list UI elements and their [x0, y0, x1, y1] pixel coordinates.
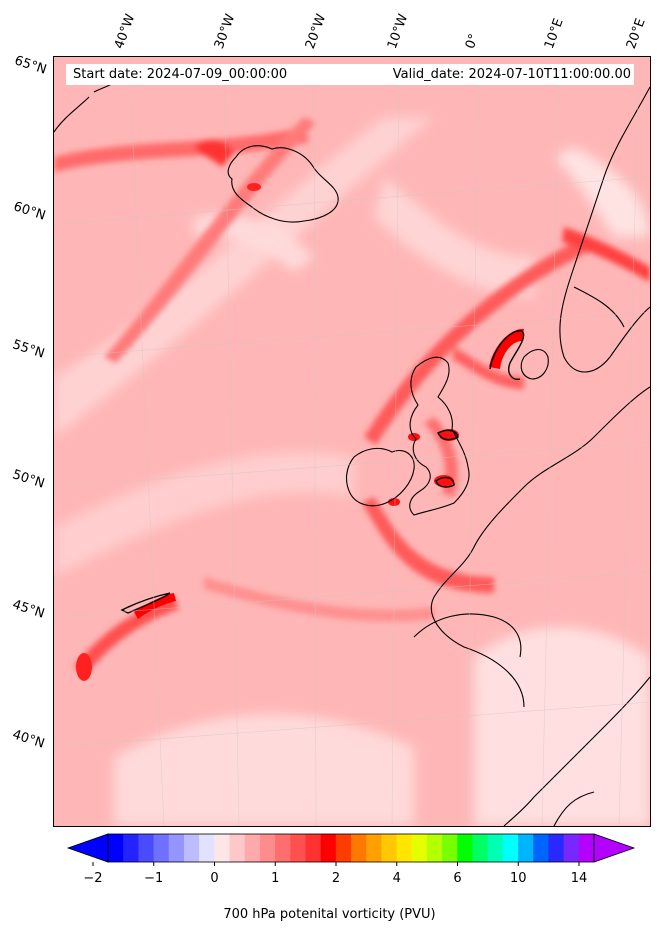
date-header-box	[66, 64, 634, 85]
colorbar-cell	[259, 834, 276, 862]
colorbar-cells	[66, 833, 636, 866]
map-area	[53, 56, 651, 827]
colorbar-tick-label: 2	[331, 871, 341, 886]
colorbar-cell	[290, 834, 306, 862]
colorbar-cell	[518, 834, 534, 862]
colorbar-cell	[199, 834, 215, 862]
colorbar-cell	[168, 834, 185, 862]
colorbar-tick-label: 10	[509, 871, 527, 886]
lat-label-65n: 65°N	[12, 53, 49, 78]
coastlines	[54, 76, 650, 826]
coast-scandinavia	[559, 86, 650, 373]
pv-contours	[120, 330, 525, 614]
lon-label-20e: 20°E	[623, 16, 649, 51]
colorbar-tick-label: 4	[392, 871, 401, 886]
coast-denmark	[520, 348, 549, 380]
colorbar-cell	[578, 834, 595, 862]
lon-label-10w: 10°W	[384, 12, 412, 51]
lat-label-55n: 55°N	[10, 337, 47, 362]
colorbar-cell	[457, 834, 473, 862]
colorbar-cell	[123, 834, 139, 862]
start-date-label: Start date: 2024-07-09_00:00:00	[73, 67, 288, 82]
colorbar-cell	[229, 834, 246, 862]
colorbar-cell	[305, 834, 322, 862]
graticule	[54, 57, 650, 826]
colorbar-cell	[426, 834, 443, 862]
pv-field-map	[54, 57, 650, 826]
lat-label-45n: 45°N	[10, 597, 47, 622]
coast-great-britain	[409, 356, 470, 516]
coast-iberia-north	[413, 613, 522, 658]
coast-north-africa	[553, 791, 595, 826]
colorbar-cell	[396, 834, 413, 862]
colorbar-cell	[183, 834, 200, 862]
colorbar	[66, 833, 636, 866]
lat-label-50n: 50°N	[10, 467, 47, 492]
colorbar-tick-label: 0	[210, 871, 219, 886]
lat-label-40n: 40°N	[10, 727, 47, 752]
colorbar-cell	[153, 834, 170, 862]
colorbar-cell	[502, 834, 519, 862]
colorbar-cell	[533, 834, 549, 862]
colorbar-cell	[320, 834, 337, 862]
lon-label-40w: 40°W	[111, 12, 139, 51]
colorbar-extend-low	[66, 833, 109, 863]
coast-europe	[430, 386, 650, 826]
colorbar-cell	[548, 834, 565, 862]
lon-label-30w: 30°W	[211, 12, 239, 51]
colorbar-cell	[381, 834, 398, 862]
colorbar-tick-label: 6	[453, 871, 462, 886]
coast-iceland	[227, 145, 339, 223]
lon-label-10e: 10°E	[541, 16, 567, 51]
colorbar-cell	[335, 834, 352, 862]
colorbar-cell	[411, 834, 428, 862]
colorbar-cell	[108, 834, 124, 862]
lon-label-20w: 20°W	[302, 12, 330, 51]
colorbar-extend-high	[593, 833, 636, 863]
colorbar-cell	[487, 834, 504, 862]
colorbar-cell	[138, 834, 155, 862]
lat-label-60n: 60°N	[11, 199, 48, 224]
coast-ireland	[345, 447, 415, 507]
pv-mid-bands	[54, 117, 650, 675]
colorbar-tick-label: 14	[570, 871, 588, 886]
lon-label-0: 0°	[462, 31, 483, 51]
colorbar-label: 700 hPa potenital vorticity (PVU)	[223, 907, 436, 922]
colorbar-tick-label: 1	[271, 871, 280, 886]
colorbar-outline	[107, 833, 595, 863]
colorbar-cell	[442, 834, 458, 862]
colorbar-cell	[244, 834, 261, 862]
valid-date-label: Valid_date: 2024-07-10T11:00:00.00	[392, 67, 631, 82]
colorbar-cell	[472, 834, 489, 862]
colorbar-tick-label: −2	[83, 871, 103, 886]
colorbar-tick-label: −1	[144, 871, 164, 886]
colorbar-cell	[563, 834, 580, 862]
colorbar-cell	[366, 834, 382, 862]
colorbar-cell	[275, 834, 291, 862]
colorbar-cell	[351, 834, 367, 862]
colorbar-cell	[214, 834, 230, 862]
